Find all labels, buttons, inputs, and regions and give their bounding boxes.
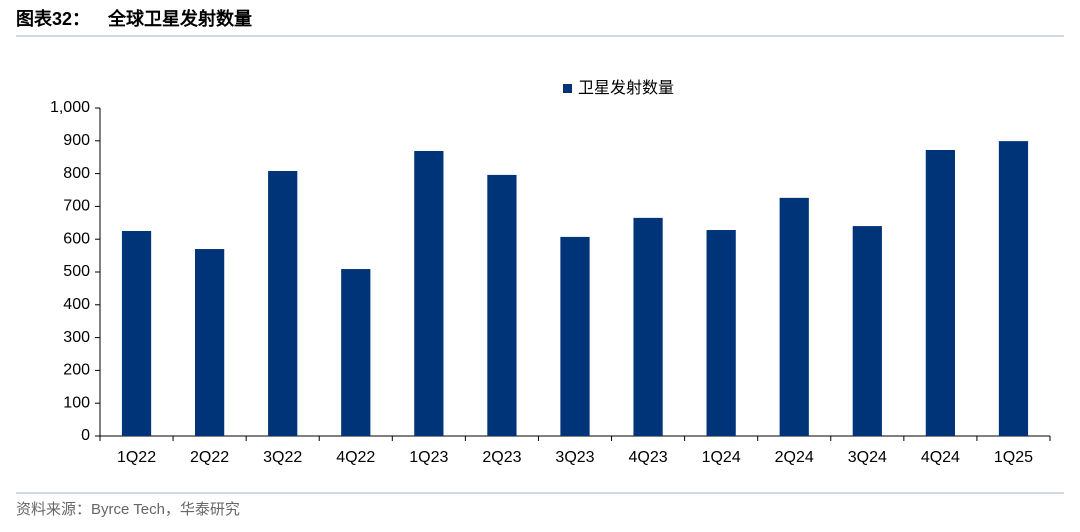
x-tick-label: 1Q23 bbox=[409, 449, 448, 466]
bar bbox=[121, 231, 152, 436]
bar bbox=[341, 269, 371, 436]
y-tick-label: 500 bbox=[63, 263, 90, 280]
x-tick-label: 4Q23 bbox=[629, 449, 668, 466]
x-tick-label: 4Q24 bbox=[921, 449, 960, 466]
y-tick-label: 300 bbox=[63, 329, 90, 346]
bar bbox=[487, 174, 517, 437]
bar bbox=[852, 226, 882, 436]
legend-swatch bbox=[563, 84, 572, 93]
y-tick-label: 600 bbox=[63, 230, 90, 247]
x-tick-label: 3Q22 bbox=[263, 449, 302, 466]
x-tick-label: 1Q25 bbox=[994, 449, 1033, 466]
legend-label: 卫星发射数量 bbox=[578, 79, 674, 97]
figure-label: 图表32： bbox=[16, 8, 90, 29]
source-note: 资料来源：Byrce Tech，华泰研究 bbox=[16, 501, 240, 518]
bar bbox=[414, 150, 444, 436]
y-tick-label: 100 bbox=[63, 394, 90, 411]
y-tick-label: 700 bbox=[63, 198, 90, 215]
bar bbox=[706, 230, 736, 436]
bar bbox=[925, 149, 955, 436]
y-tick-label: 800 bbox=[63, 165, 90, 182]
y-tick-label: 200 bbox=[63, 362, 90, 379]
bar bbox=[195, 249, 225, 436]
x-tick-label: 3Q24 bbox=[848, 449, 887, 466]
bar bbox=[998, 141, 1029, 437]
x-tick-label: 1Q24 bbox=[702, 449, 741, 466]
y-tick-label: 400 bbox=[63, 296, 90, 313]
figure-title: 全球卫星发射数量 bbox=[107, 8, 252, 29]
bar bbox=[779, 197, 809, 436]
x-tick-label: 3Q23 bbox=[555, 449, 594, 466]
y-tick-label: 900 bbox=[63, 132, 90, 149]
x-tick-label: 2Q22 bbox=[190, 449, 229, 466]
bar bbox=[268, 170, 298, 436]
x-tick-label: 1Q22 bbox=[117, 449, 156, 466]
x-tick-label: 2Q24 bbox=[775, 449, 814, 466]
bar bbox=[633, 217, 663, 436]
bar bbox=[560, 236, 590, 436]
y-tick-label: 1,000 bbox=[50, 99, 90, 116]
y-tick-label: 0 bbox=[81, 427, 90, 444]
x-tick-label: 2Q23 bbox=[482, 449, 521, 466]
x-tick-label: 4Q22 bbox=[336, 449, 375, 466]
